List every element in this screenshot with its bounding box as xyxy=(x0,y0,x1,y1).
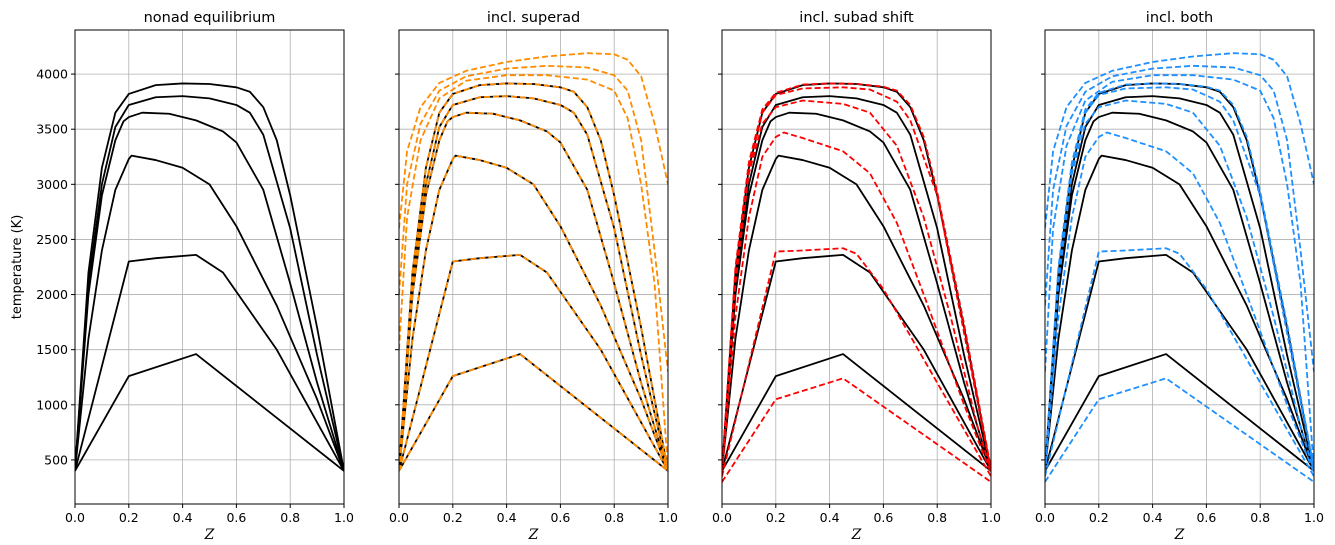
series-line-9 xyxy=(399,154,668,472)
series-line-12 xyxy=(722,82,991,471)
x-tick-label: 0.0 xyxy=(389,510,409,525)
x-tick-label: 0.2 xyxy=(443,510,463,525)
chart-panel-2: 0.0 0.2 0.4 0.6 0.8 1.0 incl. superad Z xyxy=(389,10,678,543)
series-group xyxy=(399,52,668,472)
series-line-14 xyxy=(1045,64,1314,372)
chart-panel-3: 0.0 0.2 0.4 0.6 0.8 1.0 incl. subad shift Z xyxy=(712,10,1001,543)
series-line-15 xyxy=(1045,52,1314,229)
series-line-7 xyxy=(1045,377,1314,483)
series-line-12 xyxy=(1045,82,1314,471)
x-axis-label: Z xyxy=(1174,527,1185,543)
x-tick-label: 1.0 xyxy=(1304,510,1324,525)
series-line-5 xyxy=(722,95,991,472)
series-line-3 xyxy=(1045,154,1314,472)
x-axis-label: Z xyxy=(851,527,862,543)
series-line-2 xyxy=(1045,253,1314,472)
series-line-13 xyxy=(399,74,668,469)
x-tick-label: 0.6 xyxy=(873,510,893,525)
panel-title: incl. subad shift xyxy=(799,10,914,26)
series-line-7 xyxy=(399,353,668,472)
series-line-8 xyxy=(399,253,668,472)
series-line-4 xyxy=(722,111,991,472)
x-tick-label: 0.2 xyxy=(766,510,786,525)
series-line-13 xyxy=(1045,74,1314,471)
series-line-6 xyxy=(399,82,668,472)
series-line-3 xyxy=(75,154,344,472)
series-line-11 xyxy=(722,86,991,472)
y-tick-label: 4000 xyxy=(36,67,68,82)
series-line-9 xyxy=(1045,131,1314,474)
x-tick-label: 0.8 xyxy=(927,510,947,525)
series-line-7 xyxy=(722,377,991,483)
axes-frame xyxy=(1044,29,1315,505)
series-line-4 xyxy=(75,111,344,472)
series-line-9 xyxy=(722,131,991,474)
series-line-5 xyxy=(75,95,344,472)
x-tick-label: 0.0 xyxy=(65,510,85,525)
chart-panel-4: 0.0 0.2 0.4 0.6 0.8 1.0 incl. both Z xyxy=(1035,10,1324,543)
x-tick-label: 1.0 xyxy=(981,510,1001,525)
axes-frame xyxy=(721,29,992,505)
x-tick-label: 0.6 xyxy=(1196,510,1216,525)
series-line-11 xyxy=(399,95,668,472)
axes-frame xyxy=(74,29,345,505)
x-tick-label: 0.8 xyxy=(280,510,300,525)
series-line-1 xyxy=(399,353,668,472)
y-tick-label: 1000 xyxy=(36,397,68,412)
x-tick-label: 0.6 xyxy=(226,510,246,525)
x-tick-label: 0.2 xyxy=(119,510,139,525)
series-line-5 xyxy=(399,95,668,472)
series-line-6 xyxy=(75,82,344,472)
y-tick-label: 3000 xyxy=(36,177,68,192)
y-tick-label: 500 xyxy=(44,452,68,467)
x-axis-label: Z xyxy=(528,527,539,543)
panel-title: nonad equilibrium xyxy=(144,10,276,26)
series-line-5 xyxy=(1045,95,1314,472)
series-line-3 xyxy=(722,154,991,472)
x-tick-label: 0.0 xyxy=(712,510,732,525)
series-group xyxy=(75,82,344,472)
series-line-15 xyxy=(399,52,668,229)
x-tick-label: 0.4 xyxy=(820,510,840,525)
series-line-8 xyxy=(722,247,991,477)
series-group xyxy=(1045,52,1314,483)
series-line-2 xyxy=(75,253,344,472)
series-line-11 xyxy=(1045,86,1314,472)
y-axis-label: temperature (K) xyxy=(10,215,25,320)
x-tick-label: 1.0 xyxy=(658,510,678,525)
series-line-14 xyxy=(399,64,668,372)
x-tick-label: 0.4 xyxy=(1143,510,1163,525)
series-line-10 xyxy=(399,111,668,472)
x-axis-label: Z xyxy=(204,527,215,543)
x-tick-label: 0.6 xyxy=(550,510,570,525)
series-line-1 xyxy=(75,353,344,472)
series-group xyxy=(722,82,991,483)
x-tick-label: 0.2 xyxy=(1089,510,1109,525)
series-line-8 xyxy=(1045,247,1314,477)
chart-panel-1: 0.0 0.2 0.4 0.6 0.8 1.0 500 1000 1500 2000 2500 300… xyxy=(10,10,354,543)
y-tick-label: 1500 xyxy=(36,342,68,357)
series-line-1 xyxy=(1045,353,1314,472)
panel-title: incl. both xyxy=(1146,10,1213,26)
y-tick-label: 2500 xyxy=(36,232,68,247)
x-tick-label: 0.4 xyxy=(173,510,193,525)
panel-title: incl. superad xyxy=(487,10,580,26)
series-line-2 xyxy=(722,253,991,472)
x-tick-label: 1.0 xyxy=(334,510,354,525)
series-line-4 xyxy=(1045,111,1314,472)
x-tick-label: 0.8 xyxy=(1250,510,1270,525)
x-tick-label: 0.8 xyxy=(604,510,624,525)
y-tick-label: 2000 xyxy=(36,287,68,302)
x-tick-label: 0.0 xyxy=(1035,510,1055,525)
series-line-1 xyxy=(722,353,991,472)
axes-frame xyxy=(398,29,669,505)
y-tick-label: 3500 xyxy=(36,122,68,137)
x-tick-label: 0.4 xyxy=(497,510,517,525)
